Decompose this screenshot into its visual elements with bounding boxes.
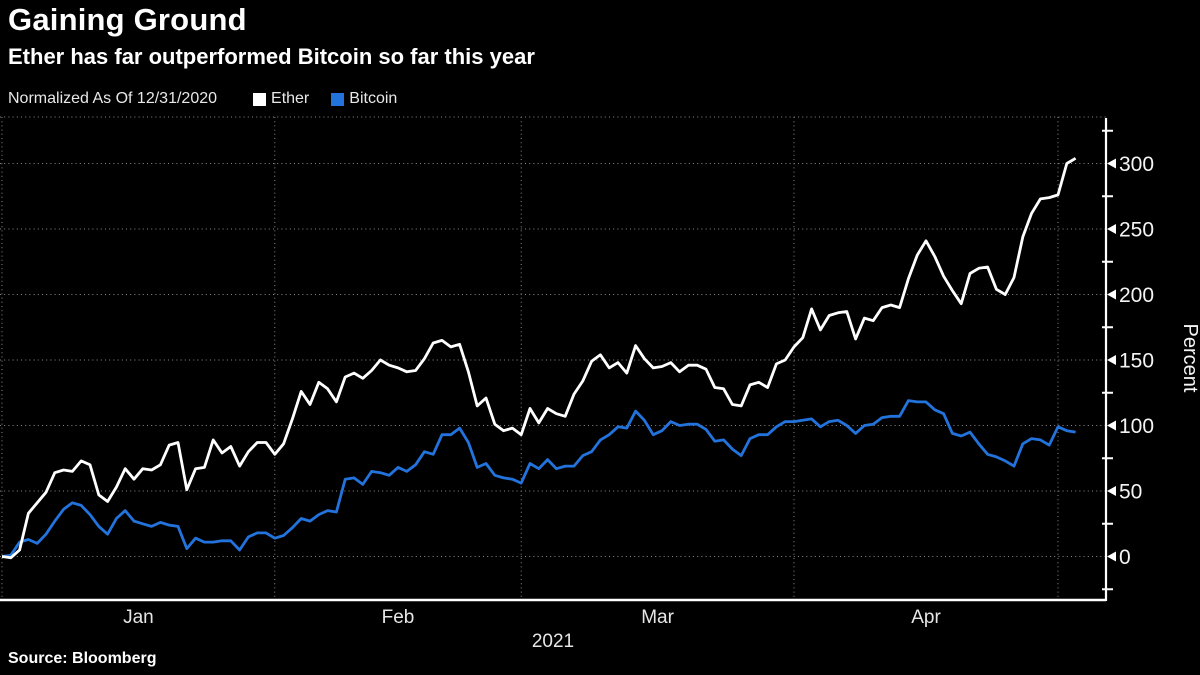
legend-item-ether: Ether bbox=[253, 90, 309, 108]
x-tick-label-jan: Jan bbox=[123, 607, 154, 628]
y-major-tick-arrow-300 bbox=[1107, 158, 1116, 169]
y-major-tick-arrow-100 bbox=[1107, 420, 1116, 431]
legend-item-bitcoin: Bitcoin bbox=[331, 90, 397, 108]
y-tick-label-250: 250 bbox=[1119, 219, 1154, 242]
y-tick-label-50: 50 bbox=[1119, 481, 1142, 504]
legend-label-bitcoin: Bitcoin bbox=[349, 90, 398, 107]
y-major-tick-arrow-0 bbox=[1107, 551, 1116, 562]
y-major-tick-arrow-50 bbox=[1107, 486, 1116, 496]
axes bbox=[0, 118, 1108, 602]
page-title: Gaining Ground bbox=[8, 2, 247, 37]
y-axis-ticks: 0 50 100 150 200 250 300 Percent bbox=[1102, 129, 1200, 591]
y-tick-label-150: 150 bbox=[1119, 350, 1154, 373]
chart-subtitle: Ether has far outperformed Bitcoin so fa… bbox=[8, 44, 535, 69]
y-tick-label-200: 200 bbox=[1119, 284, 1154, 307]
x-axis-labels: Jan Feb Mar Apr 2021 bbox=[123, 607, 941, 652]
y-major-tick-arrow-200 bbox=[1107, 289, 1116, 300]
series-lines bbox=[1, 157, 1077, 560]
bitcoin-swatch-icon bbox=[331, 92, 345, 106]
x-axis-year-label: 2021 bbox=[532, 631, 574, 652]
x-tick-label-feb: Feb bbox=[382, 607, 415, 628]
y-tick-label-100: 100 bbox=[1119, 415, 1154, 438]
legend-note: Normalized As Of 12/31/2020 bbox=[8, 90, 218, 107]
x-tick-label-apr: Apr bbox=[911, 607, 941, 628]
ether-line bbox=[1, 157, 1077, 560]
y-axis-title: Percent bbox=[1179, 324, 1200, 393]
source-label: Source: Bloomberg bbox=[8, 650, 157, 667]
y-tick-label-300: 300 bbox=[1119, 153, 1154, 176]
x-tick-label-mar: Mar bbox=[641, 607, 674, 628]
y-tick-label-0: 0 bbox=[1119, 546, 1131, 569]
bitcoin-line bbox=[1, 399, 1076, 558]
y-major-tick-arrow-250 bbox=[1107, 224, 1116, 234]
plot-gridlines bbox=[0, 116, 1106, 600]
chart-legend: Normalized As Of 12/31/2020 Ether Bitcoi… bbox=[8, 90, 419, 108]
ether-swatch-icon bbox=[253, 92, 267, 106]
legend-label-ether: Ether bbox=[271, 90, 310, 107]
y-major-tick-arrow-150 bbox=[1107, 355, 1116, 365]
